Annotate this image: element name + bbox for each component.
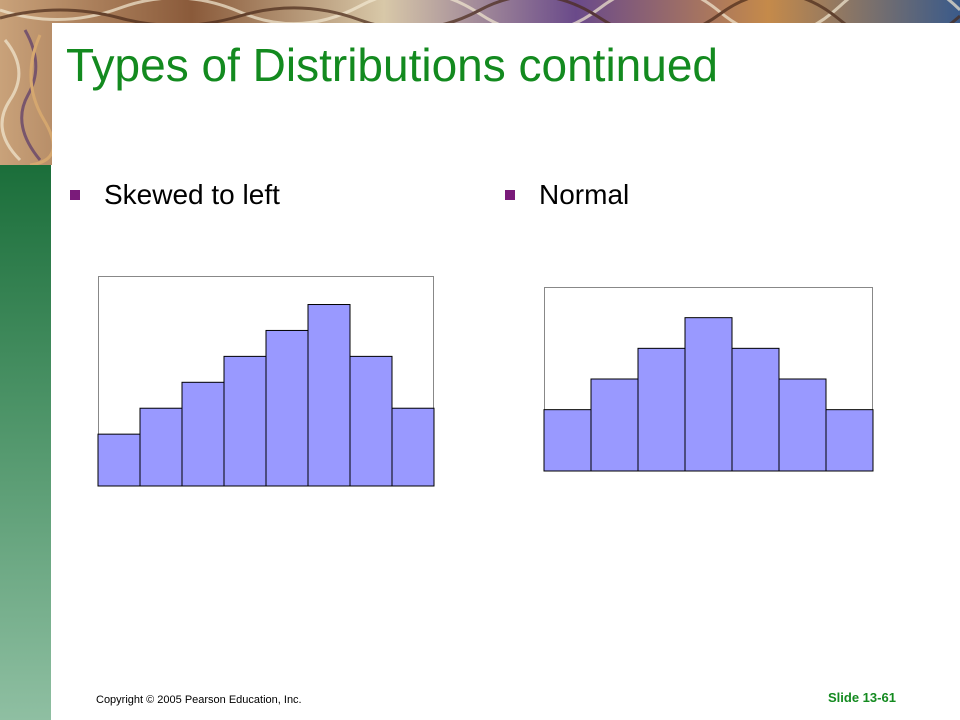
histogram-bar (265, 329, 309, 487)
histogram-bar (731, 347, 780, 472)
bullet-label: Skewed to left (104, 179, 280, 210)
histogram-bar (97, 433, 141, 487)
footer-copyright: Copyright © 2005 Pearson Education, Inc. (96, 694, 302, 706)
left-accent-bar (0, 165, 51, 720)
bullet-label: Normal (539, 179, 630, 210)
header-content-area (52, 23, 960, 165)
histogram-bar (543, 409, 592, 472)
histogram-bar (391, 407, 435, 487)
histogram-bar (349, 355, 393, 487)
histogram-bar (825, 409, 874, 472)
bullet-normal: Normal (505, 175, 629, 215)
histogram-bar (223, 355, 267, 487)
bullet-skewed-left: Skewed to left (70, 175, 280, 215)
histogram-bar (139, 407, 183, 487)
histogram-bar (778, 378, 827, 472)
histogram-skewed-left (97, 276, 435, 487)
histogram-bar (181, 381, 225, 487)
histogram-bar (684, 317, 733, 472)
slide-number: Slide 13-61 (828, 690, 896, 705)
histogram-bar (307, 304, 351, 487)
slide-title: Types of Distributions continued (66, 39, 719, 91)
bullet-square-icon (70, 190, 80, 200)
histogram-normal (543, 287, 874, 472)
histogram-bar (637, 347, 686, 472)
bullet-square-icon (505, 190, 515, 200)
histogram-bar (590, 378, 639, 472)
